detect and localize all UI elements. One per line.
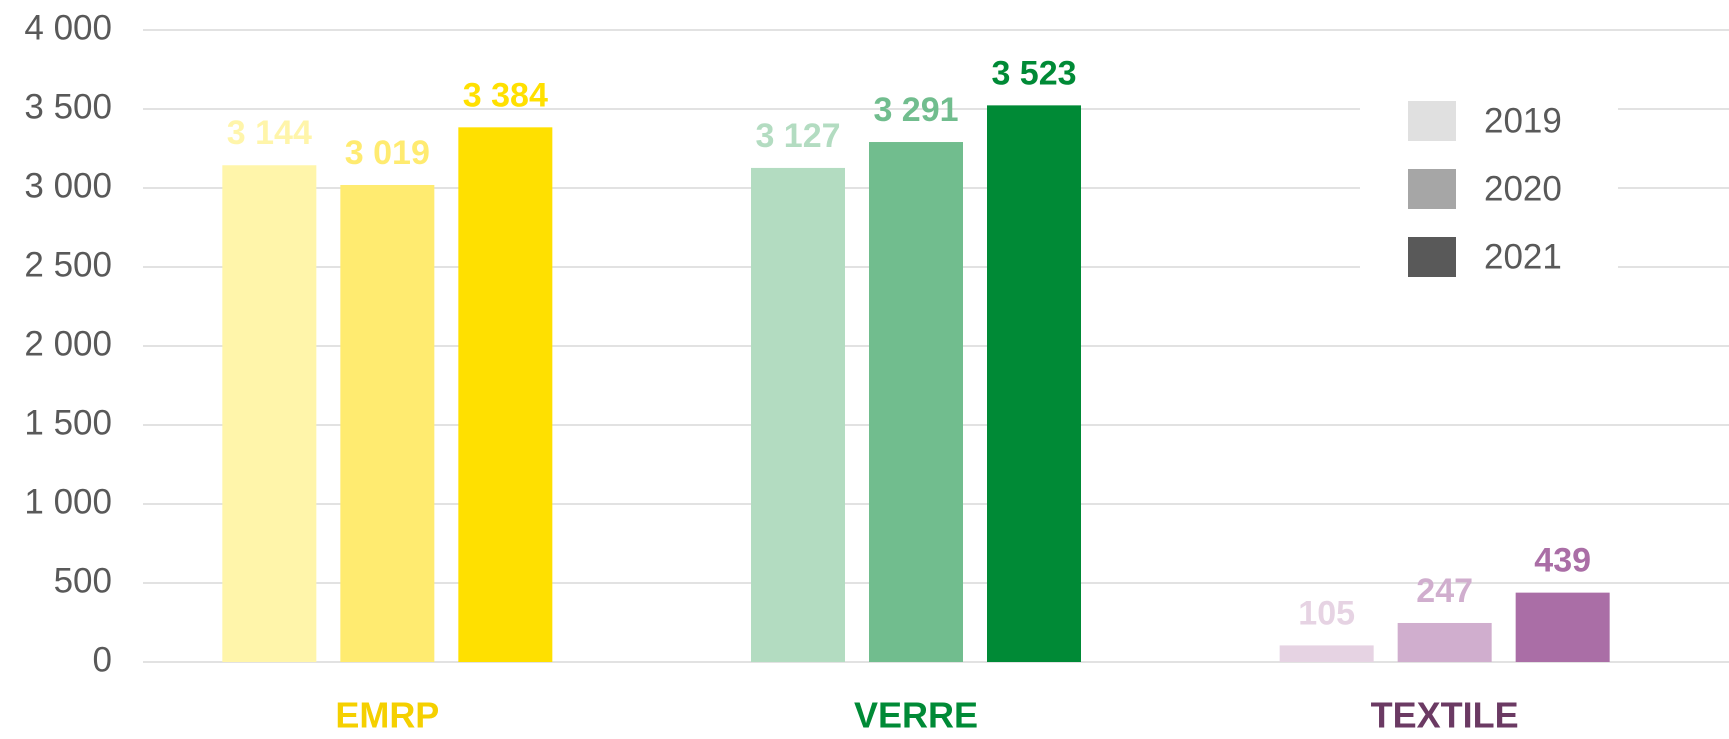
bar xyxy=(987,105,1081,663)
x-tick-label: TEXTILE xyxy=(1371,695,1519,734)
bar xyxy=(1397,622,1492,662)
y-tick-label: 2 500 xyxy=(24,245,112,284)
y-tick-label: 0 xyxy=(93,640,112,679)
legend-swatch xyxy=(1408,169,1456,209)
value-label: 3 291 xyxy=(873,91,958,129)
y-tick-label: 1 500 xyxy=(24,403,112,442)
bar xyxy=(340,184,435,663)
y-tick-label: 3 000 xyxy=(24,166,112,205)
value-label: 247 xyxy=(1416,572,1473,610)
bar xyxy=(869,142,963,663)
value-label: 439 xyxy=(1534,542,1591,580)
value-label: 3 019 xyxy=(345,134,430,172)
y-tick-label: 3 500 xyxy=(24,87,112,126)
bar xyxy=(222,165,317,663)
value-label: 105 xyxy=(1298,594,1355,632)
value-label: 3 523 xyxy=(991,54,1076,92)
legend-label: 2021 xyxy=(1484,237,1562,276)
bar xyxy=(458,127,553,662)
legend-label: 2020 xyxy=(1484,169,1562,208)
y-tick-label: 500 xyxy=(54,561,112,600)
x-tick-label: EMRP xyxy=(335,695,439,734)
y-tick-label: 1 000 xyxy=(24,482,112,521)
legend-swatch xyxy=(1408,237,1456,277)
x-tick-label: VERRE xyxy=(854,695,978,734)
legend-background xyxy=(1360,95,1618,295)
value-label: 3 384 xyxy=(463,76,548,114)
y-tick-label: 2 000 xyxy=(24,324,112,363)
legend-label: 2019 xyxy=(1484,101,1562,140)
value-label: 3 144 xyxy=(227,114,312,152)
legend-swatch xyxy=(1408,101,1456,141)
bar xyxy=(751,167,845,662)
y-tick-label: 4 000 xyxy=(24,8,112,47)
bar xyxy=(1279,645,1374,662)
value-label: 3 127 xyxy=(755,117,840,155)
bar xyxy=(1515,592,1610,662)
